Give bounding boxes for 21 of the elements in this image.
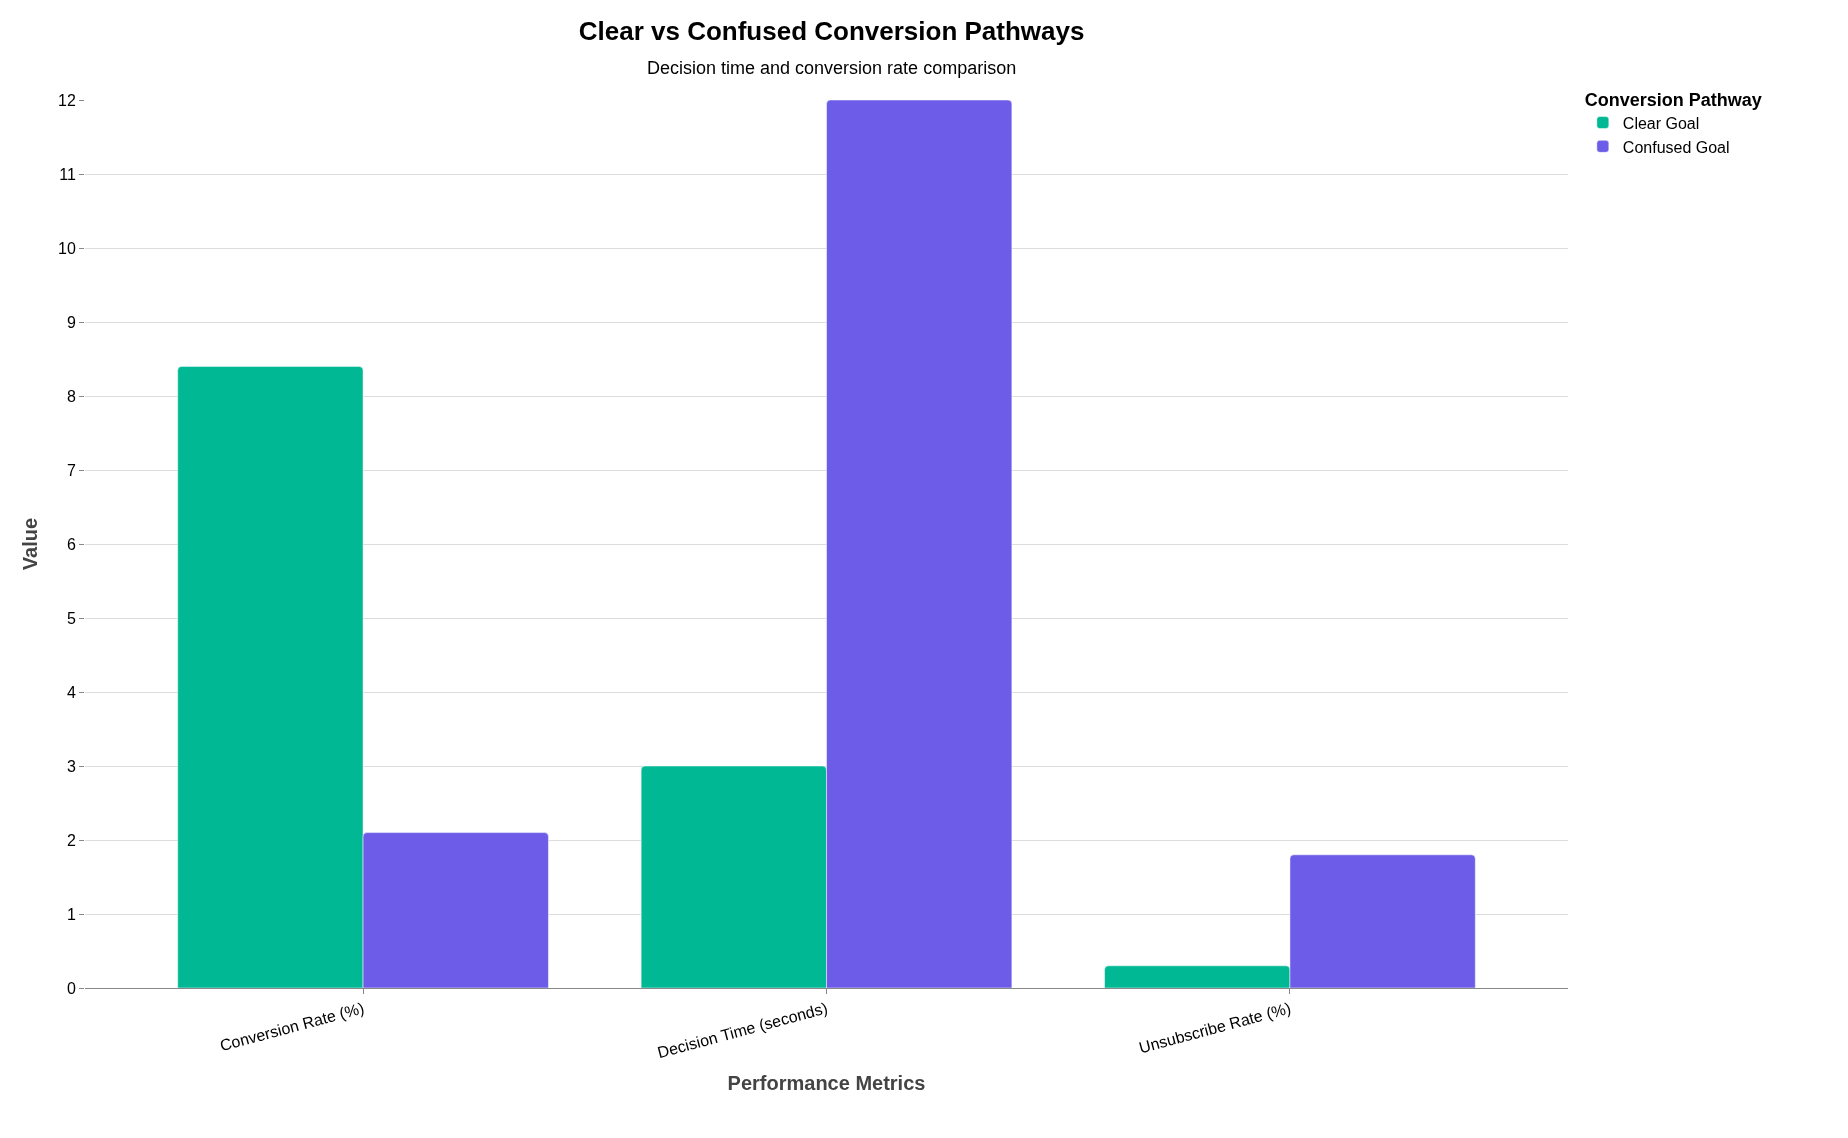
y-tick-label: 5 — [66, 609, 76, 627]
y-tick-label: 3 — [66, 757, 76, 775]
chart-title: Clear vs Confused Conversion Pathways — [578, 15, 1085, 46]
y-tick-label: 11 — [59, 165, 76, 183]
y-tick-label: 4 — [66, 683, 76, 701]
y-tick-label: 2 — [66, 831, 76, 849]
y-tick-label: 12 — [58, 91, 76, 109]
legend-label: Confused Goal — [1622, 138, 1730, 156]
y-tick-label: 8 — [66, 387, 76, 405]
y-tick-label: 7 — [66, 461, 76, 479]
x-tick-label: Conversion Rate (%) — [218, 999, 366, 1055]
chart-subtitle: Decision time and conversion rate comparison — [647, 57, 1017, 78]
legend-title: Conversion Pathway — [1584, 89, 1762, 110]
y-tick-label: 1 — [66, 905, 76, 923]
x-axis-title: Performance Metrics — [727, 1071, 926, 1094]
y-tick-label: 9 — [66, 313, 76, 331]
y-axis-title: Value — [18, 517, 41, 571]
y-tick-label: 6 — [66, 535, 76, 553]
legend-label: Clear Goal — [1622, 114, 1700, 132]
y-tick-label: 10 — [58, 239, 76, 257]
y-tick-label: 0 — [66, 979, 76, 997]
